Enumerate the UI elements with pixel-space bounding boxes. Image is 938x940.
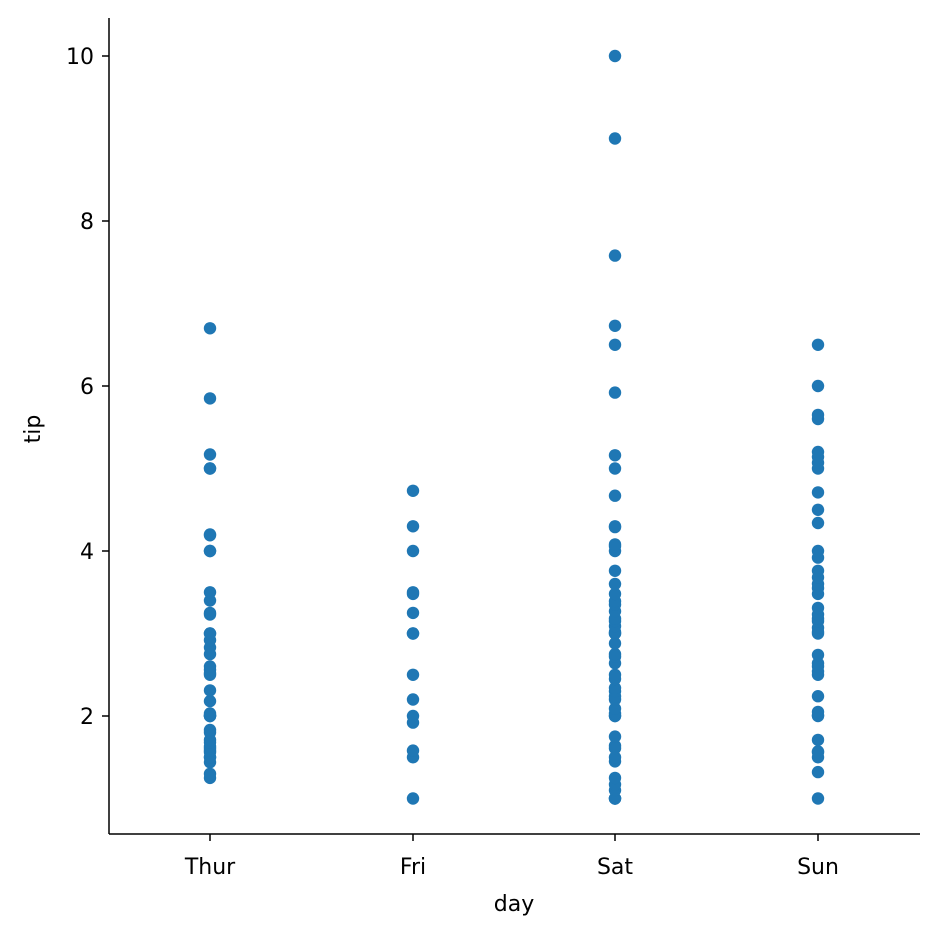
data-point-sat bbox=[608, 249, 622, 262]
data-point-sat bbox=[608, 637, 622, 650]
data-point-sat bbox=[608, 319, 622, 332]
data-point-fri bbox=[406, 709, 420, 723]
data-point-fri bbox=[406, 627, 420, 640]
y-tick-label: 4 bbox=[80, 540, 94, 565]
y-axis-label: tip bbox=[21, 415, 46, 444]
data-point-thur bbox=[203, 462, 217, 475]
data-point-sun bbox=[811, 486, 825, 499]
data-point-sat bbox=[608, 449, 622, 462]
data-point-sun bbox=[811, 379, 825, 393]
data-point-sat bbox=[608, 702, 622, 715]
y-tick-label: 8 bbox=[80, 210, 94, 235]
data-point-thur bbox=[203, 723, 217, 737]
data-point-sat bbox=[608, 538, 622, 551]
data-point-sat bbox=[608, 739, 622, 752]
data-point-sun bbox=[811, 445, 825, 459]
y-ticks: 2 4 6 8 10 bbox=[66, 45, 109, 730]
x-tick-label: Fri bbox=[400, 855, 426, 880]
data-point-fri bbox=[406, 792, 420, 805]
axes-layer bbox=[108, 18, 920, 835]
x-axis-label: day bbox=[494, 892, 534, 917]
x-tick-label: Sat bbox=[597, 855, 633, 880]
data-point-thur bbox=[203, 627, 217, 640]
data-point-sat bbox=[608, 577, 622, 591]
data-point-sun bbox=[811, 765, 825, 779]
data-point-sun bbox=[811, 690, 825, 703]
data-point-sun bbox=[811, 544, 825, 558]
data-point-sat bbox=[608, 338, 622, 351]
data-point-sat bbox=[608, 386, 622, 399]
data-point-fri bbox=[406, 586, 420, 599]
y-tick: 8 bbox=[80, 210, 109, 235]
data-point-fri bbox=[406, 484, 420, 497]
data-point-sun bbox=[811, 648, 825, 662]
y-tick: 2 bbox=[80, 705, 109, 730]
data-point-fri bbox=[406, 693, 420, 706]
data-point-sun bbox=[811, 601, 825, 615]
data-point-sat bbox=[608, 587, 622, 601]
x-tick: Sun bbox=[797, 834, 839, 880]
data-point-fri bbox=[406, 520, 420, 533]
data-point-sat bbox=[608, 751, 622, 764]
data-point-sun bbox=[811, 733, 825, 747]
data-point-sat bbox=[608, 647, 622, 661]
data-point-thur bbox=[203, 606, 217, 620]
data-point-thur bbox=[203, 660, 217, 673]
y-tick-label: 10 bbox=[66, 45, 94, 70]
data-point-thur bbox=[203, 586, 217, 599]
data-point-sun bbox=[811, 503, 825, 516]
data-point-fri bbox=[406, 668, 420, 681]
data-point-thur bbox=[203, 707, 217, 720]
data-point-thur bbox=[203, 767, 217, 780]
data-point-sun bbox=[811, 408, 825, 422]
data-point-sat bbox=[608, 520, 622, 533]
data-point-thur bbox=[203, 528, 217, 541]
data-point-sun bbox=[811, 338, 825, 351]
data-point-sat bbox=[608, 564, 622, 577]
y-tick: 10 bbox=[66, 45, 109, 70]
data-point-sat bbox=[608, 462, 622, 475]
x-tick: Thur bbox=[184, 834, 236, 880]
data-point-sun bbox=[811, 516, 825, 530]
data-point-sat bbox=[608, 132, 622, 145]
data-point-fri bbox=[406, 544, 420, 558]
data-point-sun bbox=[811, 745, 825, 758]
data-point-sat bbox=[608, 730, 622, 743]
data-point-thur bbox=[203, 694, 217, 708]
data-point-thur bbox=[203, 322, 217, 335]
data-point-sun bbox=[811, 792, 825, 805]
data-point-sun bbox=[811, 705, 825, 719]
x-tick: Sat bbox=[597, 834, 633, 880]
y-tick-label: 2 bbox=[80, 705, 94, 730]
data-point-sat bbox=[608, 489, 622, 502]
y-tick: 4 bbox=[80, 540, 109, 565]
data-point-sat bbox=[608, 668, 622, 681]
data-point-sun bbox=[811, 564, 825, 577]
points-layer bbox=[203, 49, 825, 805]
x-tick-label: Sun bbox=[797, 855, 839, 880]
x-tick: Fri bbox=[400, 834, 426, 880]
y-tick-label: 6 bbox=[80, 375, 94, 400]
data-point-thur bbox=[203, 544, 217, 558]
data-point-fri bbox=[406, 606, 420, 620]
data-point-thur bbox=[203, 448, 217, 461]
data-point-sat bbox=[608, 771, 622, 785]
x-ticks: Thur Fri Sat Sun bbox=[184, 834, 839, 880]
data-point-sat bbox=[608, 49, 622, 63]
x-tick-label: Thur bbox=[184, 855, 236, 880]
data-point-thur bbox=[203, 684, 217, 697]
data-point-fri bbox=[406, 744, 420, 757]
data-point-sat bbox=[608, 681, 622, 695]
y-tick: 6 bbox=[80, 375, 109, 400]
data-point-thur bbox=[203, 392, 217, 405]
